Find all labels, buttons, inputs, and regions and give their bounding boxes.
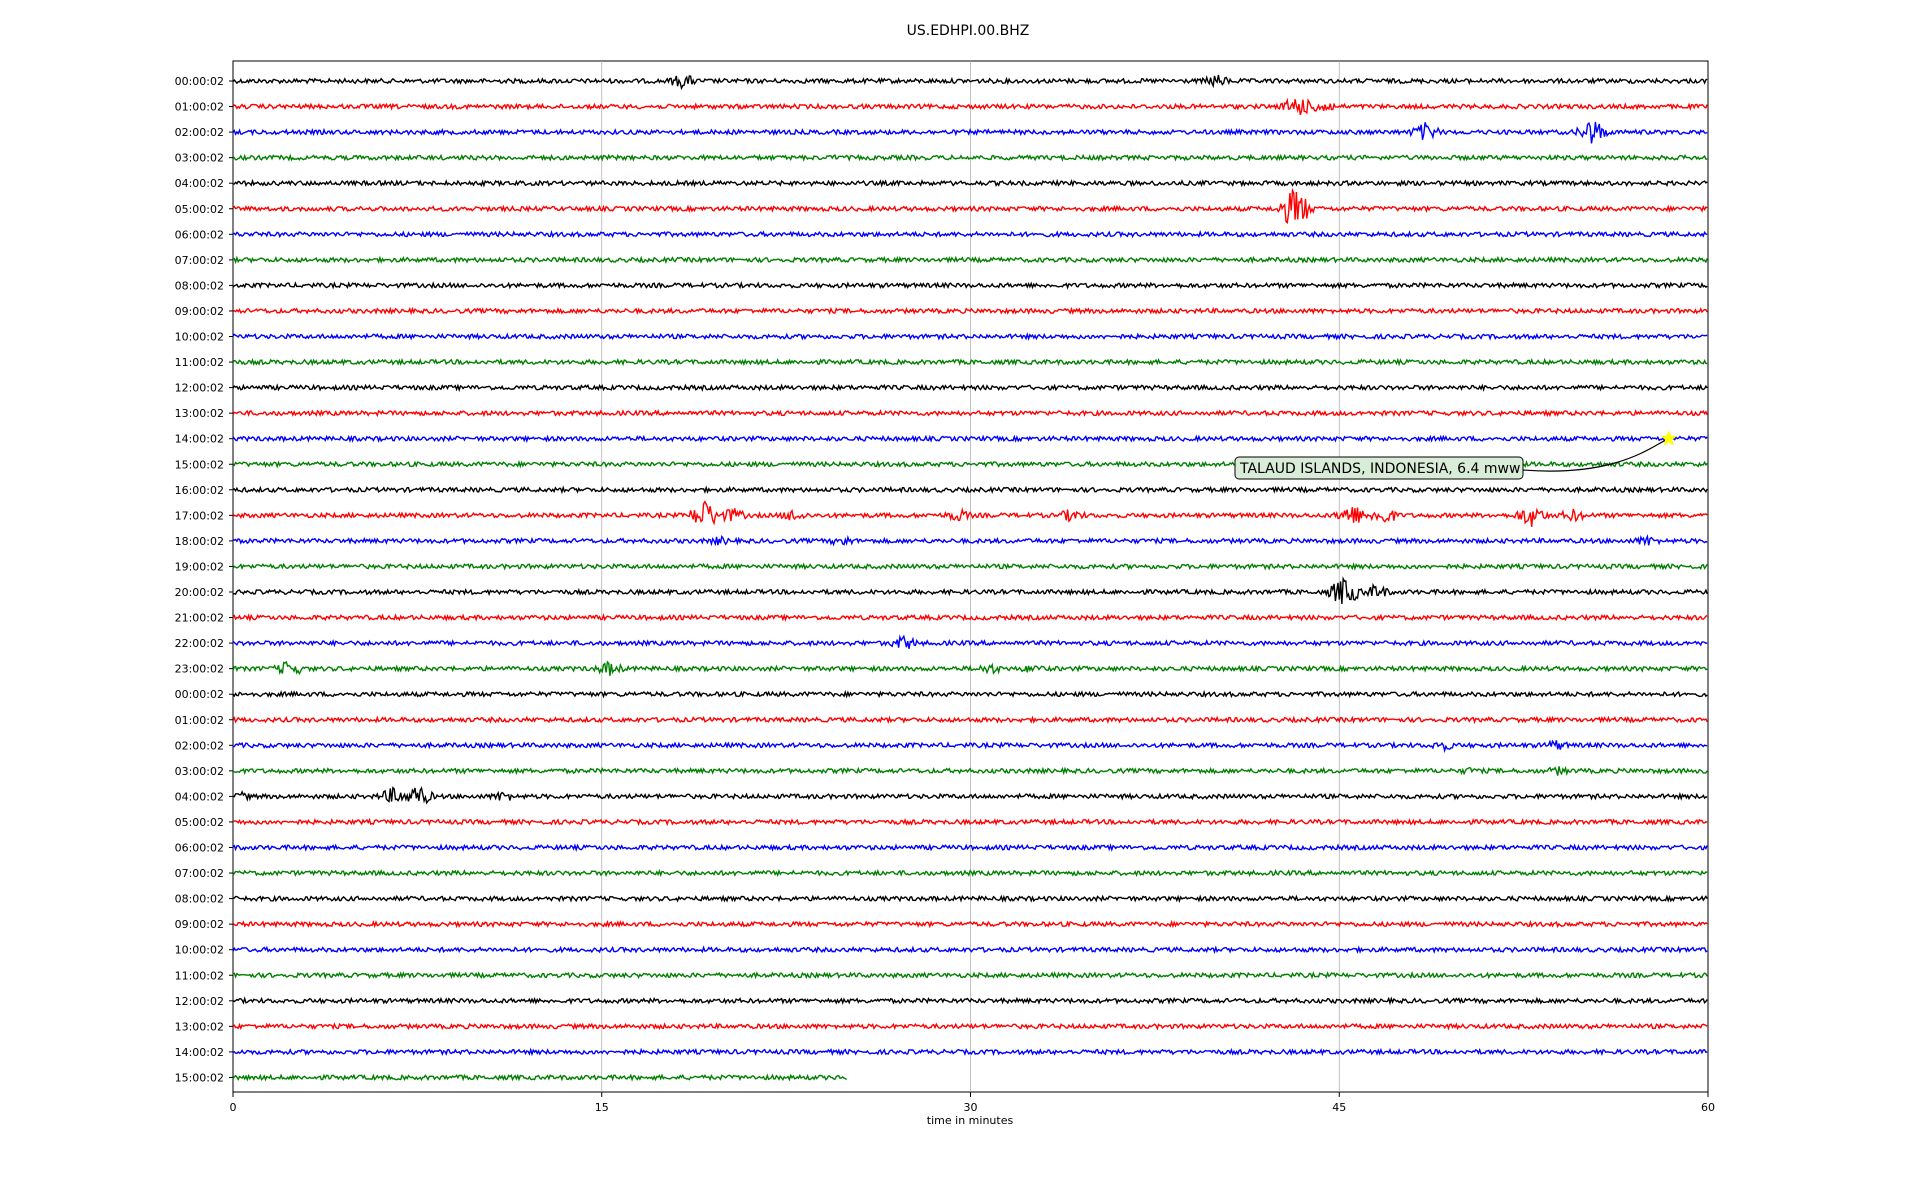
row-time-label: 03:00:02 <box>175 765 224 778</box>
trace-line <box>232 187 1708 224</box>
chart-title: US.EDHPI.00.BHZ <box>907 23 1030 39</box>
row-time-label: 06:00:02 <box>175 228 224 241</box>
row-time-label: 07:00:02 <box>175 254 224 267</box>
trace-line <box>232 121 1708 144</box>
trace-line <box>232 660 1708 676</box>
grid-lines <box>601 61 1340 1092</box>
row-time-label: 16:00:02 <box>175 484 224 497</box>
trace-line <box>232 919 1708 929</box>
trace-line <box>232 996 1708 1006</box>
row-time-label: 02:00:02 <box>175 739 224 752</box>
x-tick-label: 45 <box>1332 1101 1346 1114</box>
trace-line <box>232 280 1708 290</box>
row-time-label: 17:00:02 <box>175 509 224 522</box>
row-time-label: 18:00:02 <box>175 535 224 548</box>
row-time-label: 06:00:02 <box>175 842 224 855</box>
row-time-label: 11:00:02 <box>175 969 224 982</box>
trace-line <box>232 576 1708 605</box>
trace-line <box>232 357 1708 367</box>
trace-line <box>232 178 1708 188</box>
row-time-label: 12:00:02 <box>175 382 224 395</box>
row-time-label: 02:00:02 <box>175 126 224 139</box>
trace-line <box>232 894 1708 904</box>
trace-line <box>232 868 1708 878</box>
trace-line <box>232 562 1708 571</box>
x-tick-label: 60 <box>1701 1101 1715 1114</box>
row-time-label: 01:00:02 <box>175 101 224 114</box>
row-time-label: 15:00:02 <box>175 1071 224 1084</box>
row-time-label: 11:00:02 <box>175 356 224 369</box>
row-time-label: 23:00:02 <box>175 663 224 676</box>
row-time-label: 09:00:02 <box>175 918 224 931</box>
x-tick-label: 15 <box>595 1101 609 1114</box>
row-time-label: 13:00:02 <box>175 407 224 420</box>
row-time-label: 00:00:02 <box>175 75 224 88</box>
trace-line <box>233 255 1708 265</box>
trace-line <box>232 715 1708 725</box>
trace-line <box>232 408 1708 418</box>
trace-line <box>232 945 1708 955</box>
row-time-label: 10:00:02 <box>175 331 224 344</box>
trace-line <box>232 485 1708 495</box>
trace-line <box>232 383 1708 393</box>
trace-line <box>232 332 1708 342</box>
trace-line <box>232 689 1708 699</box>
trace-line <box>232 306 1708 316</box>
trace-line <box>232 765 1708 777</box>
row-time-label: 01:00:02 <box>175 714 224 727</box>
row-time-label: 04:00:02 <box>175 177 224 190</box>
annotation-text: TALAUD ISLANDS, INDONESIA, 6.4 mww <box>1239 461 1520 477</box>
traces <box>232 74 1708 1082</box>
row-time-label: 19:00:02 <box>175 560 224 573</box>
row-time-label: 22:00:02 <box>175 637 224 650</box>
row-time-label: 08:00:02 <box>175 279 224 292</box>
trace-line <box>232 786 1708 805</box>
row-time-label: 21:00:02 <box>175 612 224 625</box>
x-axis-label: time in minutes <box>927 1114 1014 1127</box>
star-marker <box>1660 430 1677 446</box>
row-time-label: 03:00:02 <box>175 152 224 165</box>
row-time-label: 00:00:02 <box>175 688 224 701</box>
trace-line <box>232 500 1708 527</box>
row-time-label: 09:00:02 <box>175 305 224 318</box>
event-annotation: TALAUD ISLANDS, INDONESIA, 6.4 mww <box>1234 430 1677 480</box>
row-time-label: 20:00:02 <box>175 586 224 599</box>
row-time-label: 08:00:02 <box>175 893 224 906</box>
annotation-box <box>1234 456 1524 480</box>
trace-line <box>232 534 1708 547</box>
row-labels: 00:00:02 01:00:02 02:00:02 03:00:02 04:00:02… <box>175 75 233 1084</box>
annotation-arrow <box>1522 440 1665 472</box>
trace-line <box>232 1022 1708 1031</box>
x-axis-ticks: 0 15 30 45 60 <box>230 1092 1715 1114</box>
row-time-label: 14:00:02 <box>175 433 224 446</box>
row-time-label: 13:00:02 <box>175 1020 224 1033</box>
trace-line <box>232 970 1708 980</box>
trace-line <box>232 739 1708 754</box>
trace-line <box>232 153 1708 162</box>
trace-line <box>232 434 1708 444</box>
row-time-label: 12:00:02 <box>175 995 224 1008</box>
x-tick-label: 0 <box>230 1101 237 1114</box>
trace-line <box>232 843 1708 853</box>
trace-line <box>232 74 1708 91</box>
trace-line <box>232 817 1708 827</box>
row-time-label: 05:00:02 <box>175 816 224 829</box>
trace-line <box>232 1047 1708 1057</box>
row-time-label: 10:00:02 <box>175 944 224 957</box>
trace-line <box>232 1073 848 1082</box>
row-time-label: 07:00:02 <box>175 867 224 880</box>
row-time-label: 05:00:02 <box>175 203 224 216</box>
x-tick-label: 30 <box>964 1101 978 1114</box>
row-time-label: 04:00:02 <box>175 790 224 803</box>
trace-line <box>232 613 1708 623</box>
row-time-label: 15:00:02 <box>175 458 224 471</box>
trace-line <box>232 634 1708 649</box>
row-time-label: 14:00:02 <box>175 1046 224 1059</box>
trace-line <box>232 229 1708 239</box>
trace-line <box>232 97 1708 116</box>
